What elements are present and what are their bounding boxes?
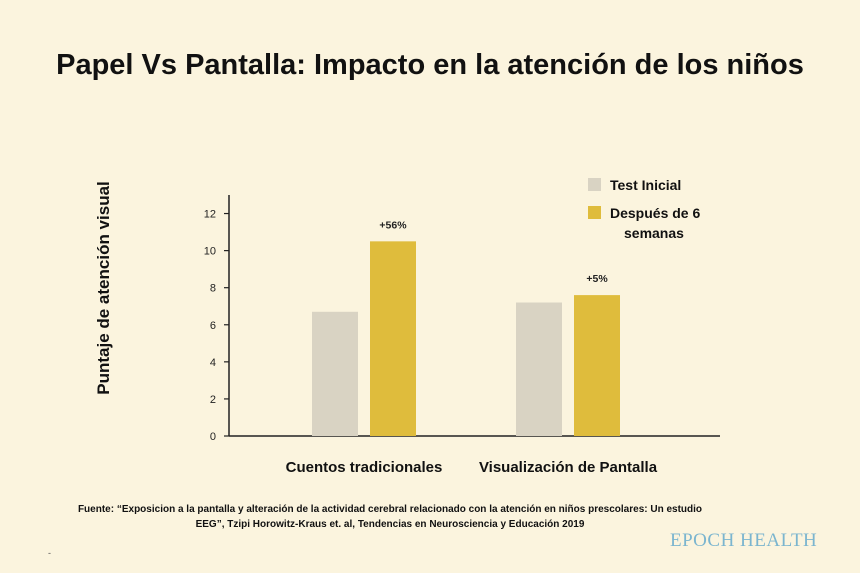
legend-swatch-test-inicial — [588, 178, 601, 191]
y-tick-label: 8 — [210, 283, 216, 295]
brand-logo: EPOCH HEALTH — [670, 530, 818, 551]
y-ticks: 0 2 4 6 8 10 12 — [204, 209, 229, 443]
y-tick-label: 0 — [210, 431, 216, 443]
bar-despues-0 — [370, 241, 416, 436]
y-tick-label: 2 — [210, 394, 216, 406]
y-tick-label: 12 — [204, 209, 216, 221]
bar-test-inicial-0 — [312, 311, 358, 436]
legend-label-test-inicial: Test Inicial — [610, 177, 681, 193]
x-tick-label: Visualización de Pantalla — [479, 459, 658, 476]
legend: Test Inicial Después de 6 semanas — [588, 177, 700, 241]
x-tick-labels: Cuentos tradicionales Visualización de Pa… — [286, 459, 658, 476]
legend-swatch-despues — [588, 206, 601, 219]
y-tick-label: 4 — [210, 357, 216, 369]
bar-annotation: +5% — [586, 273, 608, 285]
source-note: Fuente: “Exposicion a la pantalla y alte… — [77, 504, 703, 530]
bar-annotations: +56% +5% — [379, 219, 608, 285]
legend-label-despues: Después de 6 semanas — [610, 205, 700, 241]
bar-test-inicial-1 — [516, 302, 562, 436]
chart-title: Papel Vs Pantalla: Impacto en la atenció… — [56, 49, 804, 81]
footer-mark: - — [48, 548, 51, 558]
y-tick-label: 10 — [204, 246, 216, 258]
bar-despues-1 — [574, 295, 620, 436]
bars — [312, 241, 620, 436]
x-tick-label: Cuentos tradicionales — [286, 459, 443, 476]
y-axis-label: Puntaje de atención visual — [94, 181, 113, 395]
bar-annotation: +56% — [379, 219, 407, 231]
y-tick-label: 6 — [210, 320, 216, 332]
bar-chart: Puntaje de atención visual 0 2 4 6 8 10 12 +56… — [94, 177, 720, 476]
